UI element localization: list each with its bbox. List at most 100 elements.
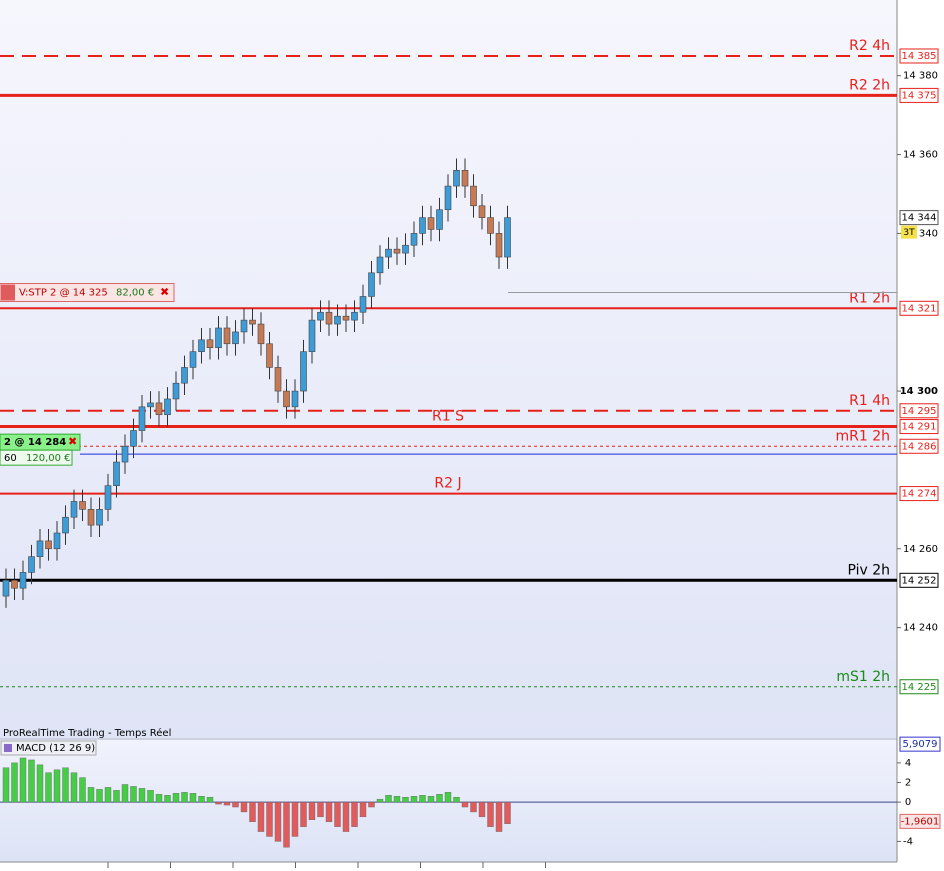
macd-bar [172,793,180,803]
macd-bar [436,794,443,803]
candle-body [2,580,10,597]
macd-bar [308,801,316,820]
level-tag [899,572,939,588]
badge [901,225,917,239]
order-close[interactable]: ✖ [160,286,169,299]
macd-bar [130,786,137,803]
candle-body [478,205,486,218]
macd-bar [461,801,469,808]
candle-body [495,233,503,258]
candle-body [427,217,435,230]
candle-body [376,256,384,274]
price-tag [899,210,939,226]
macd-bar [504,801,511,824]
candle-body [368,272,375,297]
macd-bar [393,796,401,803]
candle-body [385,248,392,258]
macd-bar [444,792,452,803]
level-tag [899,438,939,454]
level-name: R1 2h [849,290,890,306]
macd-bar [325,801,333,822]
candle-body [53,532,61,550]
badge-text: 3T [903,228,915,238]
level-name: mR1 2h [835,428,890,444]
macd-bar [266,801,273,837]
current-price: 14 344 [902,213,937,224]
candle-body [300,351,307,392]
macd-bar [62,767,69,803]
candle-body [11,580,18,589]
candle-body [121,445,129,463]
candle-body [393,248,401,254]
order-pnl: 82,00 € [116,288,154,299]
indicator-name: MACD (12 26 9) [16,743,95,754]
candle-body [79,501,86,510]
macd-bar [181,792,188,803]
level-value: 14 321 [902,303,937,314]
level-value: 14 375 [902,90,937,101]
candle-body [351,311,358,321]
candle-body [410,233,418,246]
macd-bar [28,759,35,803]
macd-bar [334,801,341,827]
order-label: V:STP 2 @ 14 325 [19,288,108,299]
level-name: R1 S [432,409,464,425]
macd-bar [121,784,129,803]
macd-bar [36,764,44,803]
macd-bar [410,796,418,803]
order-pnl: 120,00 € [26,453,71,464]
y-tick-label: 14 300 [900,386,938,397]
candle-body [461,170,469,187]
macd-bar [164,795,171,803]
candle-body [19,572,27,589]
macd-bar [223,801,231,806]
level-tag [899,403,939,419]
candle-body [342,315,350,321]
level-name: R2 2h [849,77,890,93]
level-name: R2 J [434,476,461,492]
macd-bar [283,801,290,848]
macd-bar [189,793,197,803]
macd-bar [274,801,282,842]
macd-bar [300,801,307,827]
panel-title: ProRealTime Trading - Temps Réel [3,727,171,739]
macd-bar [453,797,460,803]
candle-body [62,516,69,534]
macd-bar [385,795,392,803]
macd-bar [79,777,86,803]
macd-bar [351,801,358,827]
y-tick-label: 2 [905,777,911,788]
readout-tag [899,736,941,752]
y-tick-label: 4 [905,758,911,769]
macd-bar [96,789,103,803]
level-value: 14 385 [902,51,937,62]
y-tick-label: 0 [905,797,911,808]
candle-body [223,327,231,345]
level-value: 14 286 [902,441,937,452]
order-qty: 60 [4,453,17,464]
macd-bar [70,772,78,803]
order-handle [1,284,15,301]
macd-bar [113,790,120,803]
macd-bar [427,796,435,803]
macd-bar [257,801,265,832]
order-close[interactable]: ✖ [68,435,77,448]
macd-bar [147,790,154,803]
level-value: 14 291 [902,422,937,433]
candle-body [470,185,477,207]
y-tick-label: 14 400 [903,0,938,3]
level-value: 14 225 [902,682,937,693]
order-box [0,449,73,466]
candle-body [70,501,78,518]
candle-body [308,319,316,352]
candle-body [189,351,197,368]
candle-body [402,244,409,254]
macd-bar [359,801,367,818]
macd-bar [155,794,163,803]
candle-body [96,509,103,526]
macd-bar [376,798,384,803]
macd-bar [478,801,486,818]
macd-bar [487,801,494,827]
candle-body [317,311,324,321]
macd-bar [45,772,52,803]
